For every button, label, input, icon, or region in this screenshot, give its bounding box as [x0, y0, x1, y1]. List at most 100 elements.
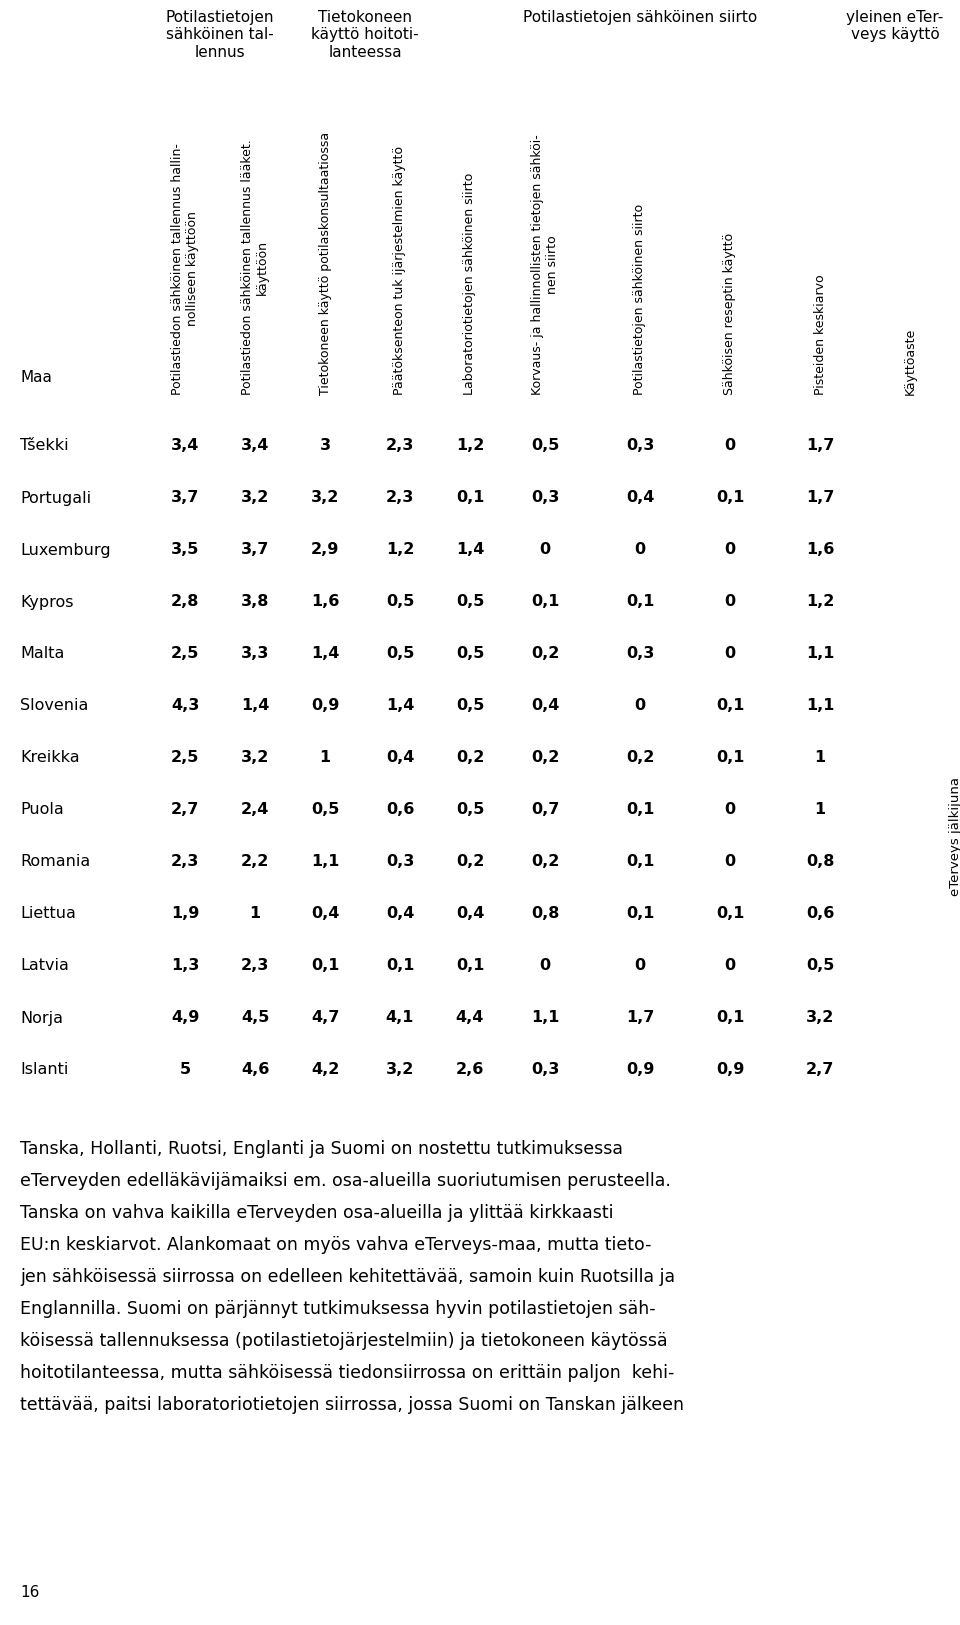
Text: 0: 0 — [725, 595, 735, 609]
Text: 0,1: 0,1 — [531, 595, 559, 609]
Text: Tietokoneen
käyttö hoitoti-
lanteessa: Tietokoneen käyttö hoitoti- lanteessa — [311, 10, 419, 60]
Text: Laboratoriotietojen sähköinen siirto: Laboratoriotietojen sähköinen siirto — [464, 172, 476, 395]
Text: 0,2: 0,2 — [531, 855, 559, 869]
Text: 0,1: 0,1 — [716, 1011, 744, 1025]
Text: 4,3: 4,3 — [171, 699, 199, 713]
Text: 3,2: 3,2 — [311, 491, 339, 505]
Text: yleinen eTer-
veys käyttö: yleinen eTer- veys käyttö — [847, 10, 944, 42]
Text: 0,8: 0,8 — [805, 855, 834, 869]
Text: 4,5: 4,5 — [241, 1011, 269, 1025]
Text: Tanska on vahva kaikilla eTerveyden osa-alueilla ja ylittää kirkkaasti: Tanska on vahva kaikilla eTerveyden osa-… — [20, 1204, 613, 1222]
Text: 1,2: 1,2 — [456, 439, 484, 453]
Text: 0,3: 0,3 — [626, 439, 654, 453]
Text: 0,1: 0,1 — [626, 855, 654, 869]
Text: 0,4: 0,4 — [386, 907, 414, 921]
Text: 0: 0 — [635, 543, 645, 557]
Text: Slovenia: Slovenia — [20, 699, 88, 713]
Text: 0: 0 — [635, 959, 645, 973]
Text: 0,6: 0,6 — [805, 907, 834, 921]
Text: 3,5: 3,5 — [171, 543, 199, 557]
Text: 3,2: 3,2 — [241, 751, 269, 765]
Text: 1,9: 1,9 — [171, 907, 199, 921]
Text: 0,1: 0,1 — [716, 491, 744, 505]
Text: 3,7: 3,7 — [241, 543, 269, 557]
Text: 1,1: 1,1 — [805, 647, 834, 661]
Text: 1,1: 1,1 — [805, 699, 834, 713]
Text: 0,5: 0,5 — [311, 803, 339, 817]
Text: 0: 0 — [725, 855, 735, 869]
Text: Maa: Maa — [20, 370, 52, 385]
Text: 3,3: 3,3 — [241, 647, 269, 661]
Text: Portugali: Portugali — [20, 491, 91, 505]
Text: 3,2: 3,2 — [241, 491, 269, 505]
Text: köisessä tallennuksessa (potilastietojärjestelmiin) ja tietokoneen käytössä: köisessä tallennuksessa (potilastietojär… — [20, 1332, 667, 1350]
Text: Puola: Puola — [20, 803, 63, 817]
Text: 0,2: 0,2 — [531, 647, 559, 661]
Text: 0,3: 0,3 — [531, 1063, 559, 1077]
Text: 2,4: 2,4 — [241, 803, 269, 817]
Text: 0,1: 0,1 — [626, 803, 654, 817]
Text: 0,6: 0,6 — [386, 803, 414, 817]
Text: 4,7: 4,7 — [311, 1011, 339, 1025]
Text: Potilastietojen sähköinen siirto: Potilastietojen sähköinen siirto — [523, 10, 757, 24]
Text: 1: 1 — [250, 907, 260, 921]
Text: Latvia: Latvia — [20, 959, 69, 973]
Text: eTerveys jälkijuna: eTerveys jälkijuna — [948, 777, 960, 895]
Text: 0: 0 — [540, 543, 551, 557]
Text: 1,6: 1,6 — [805, 543, 834, 557]
Text: 1,2: 1,2 — [805, 595, 834, 609]
Text: Islanti: Islanti — [20, 1063, 68, 1077]
Text: 0,2: 0,2 — [456, 751, 484, 765]
Text: 0: 0 — [635, 699, 645, 713]
Text: Romania: Romania — [20, 855, 90, 869]
Text: 1: 1 — [814, 751, 826, 765]
Text: eTerveyden edelläkävijämaiksi em. osa-alueilla suoriutumisen perusteella.: eTerveyden edelläkävijämaiksi em. osa-al… — [20, 1172, 671, 1190]
Text: 0,8: 0,8 — [531, 907, 559, 921]
Text: 0,4: 0,4 — [386, 751, 414, 765]
Text: 0,1: 0,1 — [716, 699, 744, 713]
Text: 0,5: 0,5 — [456, 647, 484, 661]
Text: 0,5: 0,5 — [386, 595, 414, 609]
Text: 0: 0 — [725, 439, 735, 453]
Text: 2,7: 2,7 — [805, 1063, 834, 1077]
Text: Norja: Norja — [20, 1011, 63, 1025]
Text: 0,9: 0,9 — [716, 1063, 744, 1077]
Text: 0,9: 0,9 — [311, 699, 339, 713]
Text: 16: 16 — [20, 1584, 39, 1601]
Text: 0,4: 0,4 — [626, 491, 654, 505]
Text: 0,7: 0,7 — [531, 803, 559, 817]
Text: 0,5: 0,5 — [531, 439, 559, 453]
Text: 2,9: 2,9 — [311, 543, 339, 557]
Text: 3,4: 3,4 — [241, 439, 269, 453]
Text: 1,4: 1,4 — [386, 699, 414, 713]
Text: 0,5: 0,5 — [386, 647, 414, 661]
Text: 0,1: 0,1 — [626, 595, 654, 609]
Text: 0,3: 0,3 — [386, 855, 414, 869]
Text: Malta: Malta — [20, 647, 64, 661]
Text: 0,4: 0,4 — [311, 907, 339, 921]
Text: 1,7: 1,7 — [805, 439, 834, 453]
Text: 2,6: 2,6 — [456, 1063, 484, 1077]
Text: 3,4: 3,4 — [171, 439, 199, 453]
Text: 2,5: 2,5 — [171, 751, 199, 765]
Text: 1: 1 — [814, 803, 826, 817]
Text: Liettua: Liettua — [20, 907, 76, 921]
Text: 0,5: 0,5 — [805, 959, 834, 973]
Text: 0,5: 0,5 — [456, 699, 484, 713]
Text: 1,2: 1,2 — [386, 543, 414, 557]
Text: 4,1: 4,1 — [386, 1011, 414, 1025]
Text: 0,5: 0,5 — [456, 803, 484, 817]
Text: Tietokoneen käyttö potilaskonsultaatiossa: Tietokoneen käyttö potilaskonsultaatioss… — [319, 132, 331, 395]
Text: Tšekki: Tšekki — [20, 439, 68, 453]
Text: 0: 0 — [540, 959, 551, 973]
Text: 2,3: 2,3 — [241, 959, 269, 973]
Text: Sähköisen reseptin käyttö: Sähköisen reseptin käyttö — [724, 232, 736, 395]
Text: 1,4: 1,4 — [311, 647, 339, 661]
Text: 0: 0 — [725, 647, 735, 661]
Text: 0,2: 0,2 — [456, 855, 484, 869]
Text: 1,7: 1,7 — [805, 491, 834, 505]
Text: Kypros: Kypros — [20, 595, 74, 609]
Text: 0: 0 — [725, 959, 735, 973]
Text: 0: 0 — [725, 543, 735, 557]
Text: 2,5: 2,5 — [171, 647, 199, 661]
